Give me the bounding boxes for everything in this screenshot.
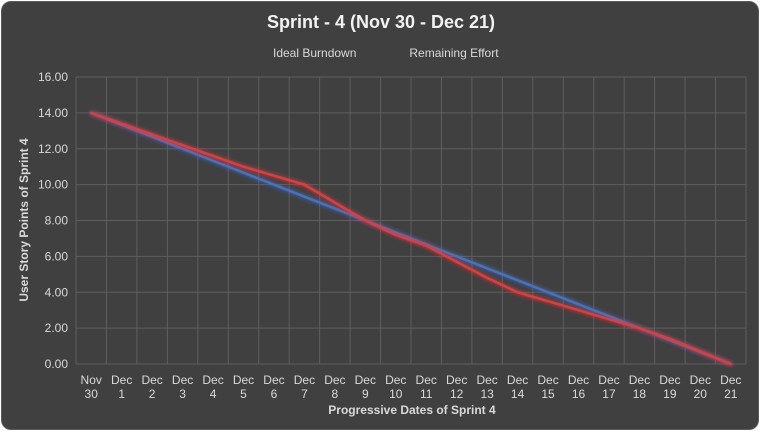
y-tick-label: 4.00 [45, 285, 69, 299]
chart-title: Sprint - 4 (Nov 30 - Dec 21) [267, 12, 495, 32]
x-tick-label: Dec 15 [537, 373, 558, 401]
y-tick-label: 12.00 [38, 142, 68, 156]
x-tick-label: Dec 12 [446, 373, 467, 401]
y-tick-label: 0.00 [45, 357, 69, 371]
x-tick-label: Dec 17 [598, 373, 619, 401]
y-axis-title: User Story Points of Sprint 4 [17, 138, 31, 302]
legend-entry-1: Ideal Burndown [245, 46, 356, 60]
x-tick-label: Dec 5 [233, 373, 254, 401]
x-tick-label: Dec 4 [202, 373, 223, 401]
gridlines [75, 76, 747, 365]
x-tick-label: Dec 9 [355, 373, 376, 401]
series-line-2 [89, 111, 733, 366]
x-axis-title: Progressive Dates of Sprint 4 [328, 403, 496, 417]
legend: Ideal Burndown Remaining Effort [245, 46, 499, 60]
y-tick-label: 16.00 [38, 70, 68, 84]
series-lines [89, 111, 733, 366]
x-axis-ticks: Nov 30 Dec 1 Dec 2 Dec 3 Dec 4 Dec 5 Dec 6 Dec 7 Dec 8 Dec… [81, 373, 742, 401]
x-tick-label: Dec 13 [476, 373, 497, 401]
x-tick-label: Dec 20 [690, 373, 711, 401]
x-tick-label: Dec 19 [659, 373, 680, 401]
x-tick-label: Dec 8 [324, 373, 345, 401]
x-tick-label: Dec 14 [507, 373, 528, 401]
legend-label: Remaining Effort [409, 46, 499, 60]
x-tick-label: Dec 2 [141, 373, 162, 401]
y-tick-label: 2.00 [45, 321, 69, 335]
x-tick-label: Dec 18 [629, 373, 650, 401]
series-line-1 [89, 111, 733, 366]
x-tick-label: Dec 6 [263, 373, 284, 401]
y-tick-label: 14.00 [38, 106, 68, 120]
y-tick-label: 8.00 [45, 214, 69, 228]
x-tick-label: Dec 1 [111, 373, 132, 401]
x-tick-label: Dec 11 [416, 373, 437, 401]
x-tick-label: Dec 7 [294, 373, 315, 401]
x-tick-label: Dec 3 [172, 373, 193, 401]
legend-label: Ideal Burndown [273, 46, 356, 60]
x-tick-label: Dec 10 [385, 373, 406, 401]
y-tick-label: 6.00 [45, 249, 69, 263]
x-tick-label: Dec 21 [720, 373, 741, 401]
x-tick-label: Dec 16 [568, 373, 589, 401]
x-tick-label: Nov 30 [81, 373, 102, 401]
y-axis-ticks: 0.00 2.00 4.00 6.00 8.00 10.00 12.00 14.00 16.00 [38, 70, 68, 371]
legend-entry-2: Remaining Effort [382, 46, 499, 60]
y-tick-label: 10.00 [38, 178, 68, 192]
